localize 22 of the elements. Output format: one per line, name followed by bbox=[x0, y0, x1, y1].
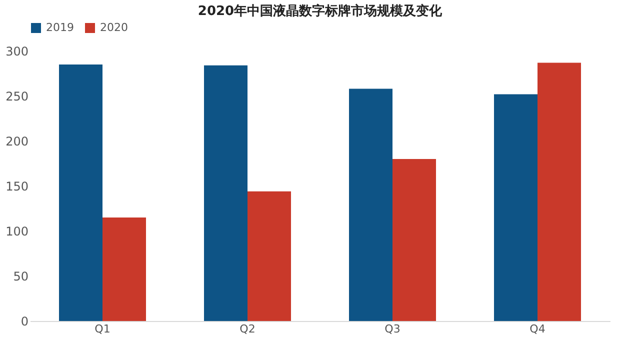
bar bbox=[538, 62, 581, 321]
bar bbox=[204, 65, 248, 321]
bar bbox=[102, 218, 146, 321]
y-tick-label: 300 bbox=[6, 44, 28, 58]
y-tick-label: 150 bbox=[6, 180, 28, 194]
y-tick-label: 250 bbox=[6, 90, 28, 104]
y-tick-label: 50 bbox=[13, 270, 28, 284]
legend-label: 2020 bbox=[100, 21, 128, 34]
x-tick-label: Q1 bbox=[94, 322, 110, 336]
bar bbox=[494, 94, 538, 321]
bar bbox=[349, 88, 392, 321]
legend-label: 2019 bbox=[46, 21, 74, 34]
x-tick-label: Q4 bbox=[530, 322, 546, 336]
x-tick-label: Q2 bbox=[240, 322, 256, 336]
chart-title: 2020年中国液晶数字标牌市场规模及变化 bbox=[198, 3, 444, 19]
bar bbox=[392, 159, 436, 321]
bar bbox=[59, 64, 102, 321]
bar bbox=[248, 191, 291, 321]
x-tick-label: Q3 bbox=[384, 322, 400, 336]
y-tick-label: 100 bbox=[6, 224, 28, 238]
y-tick-label: 0 bbox=[20, 314, 28, 328]
y-tick-label: 200 bbox=[6, 134, 28, 148]
